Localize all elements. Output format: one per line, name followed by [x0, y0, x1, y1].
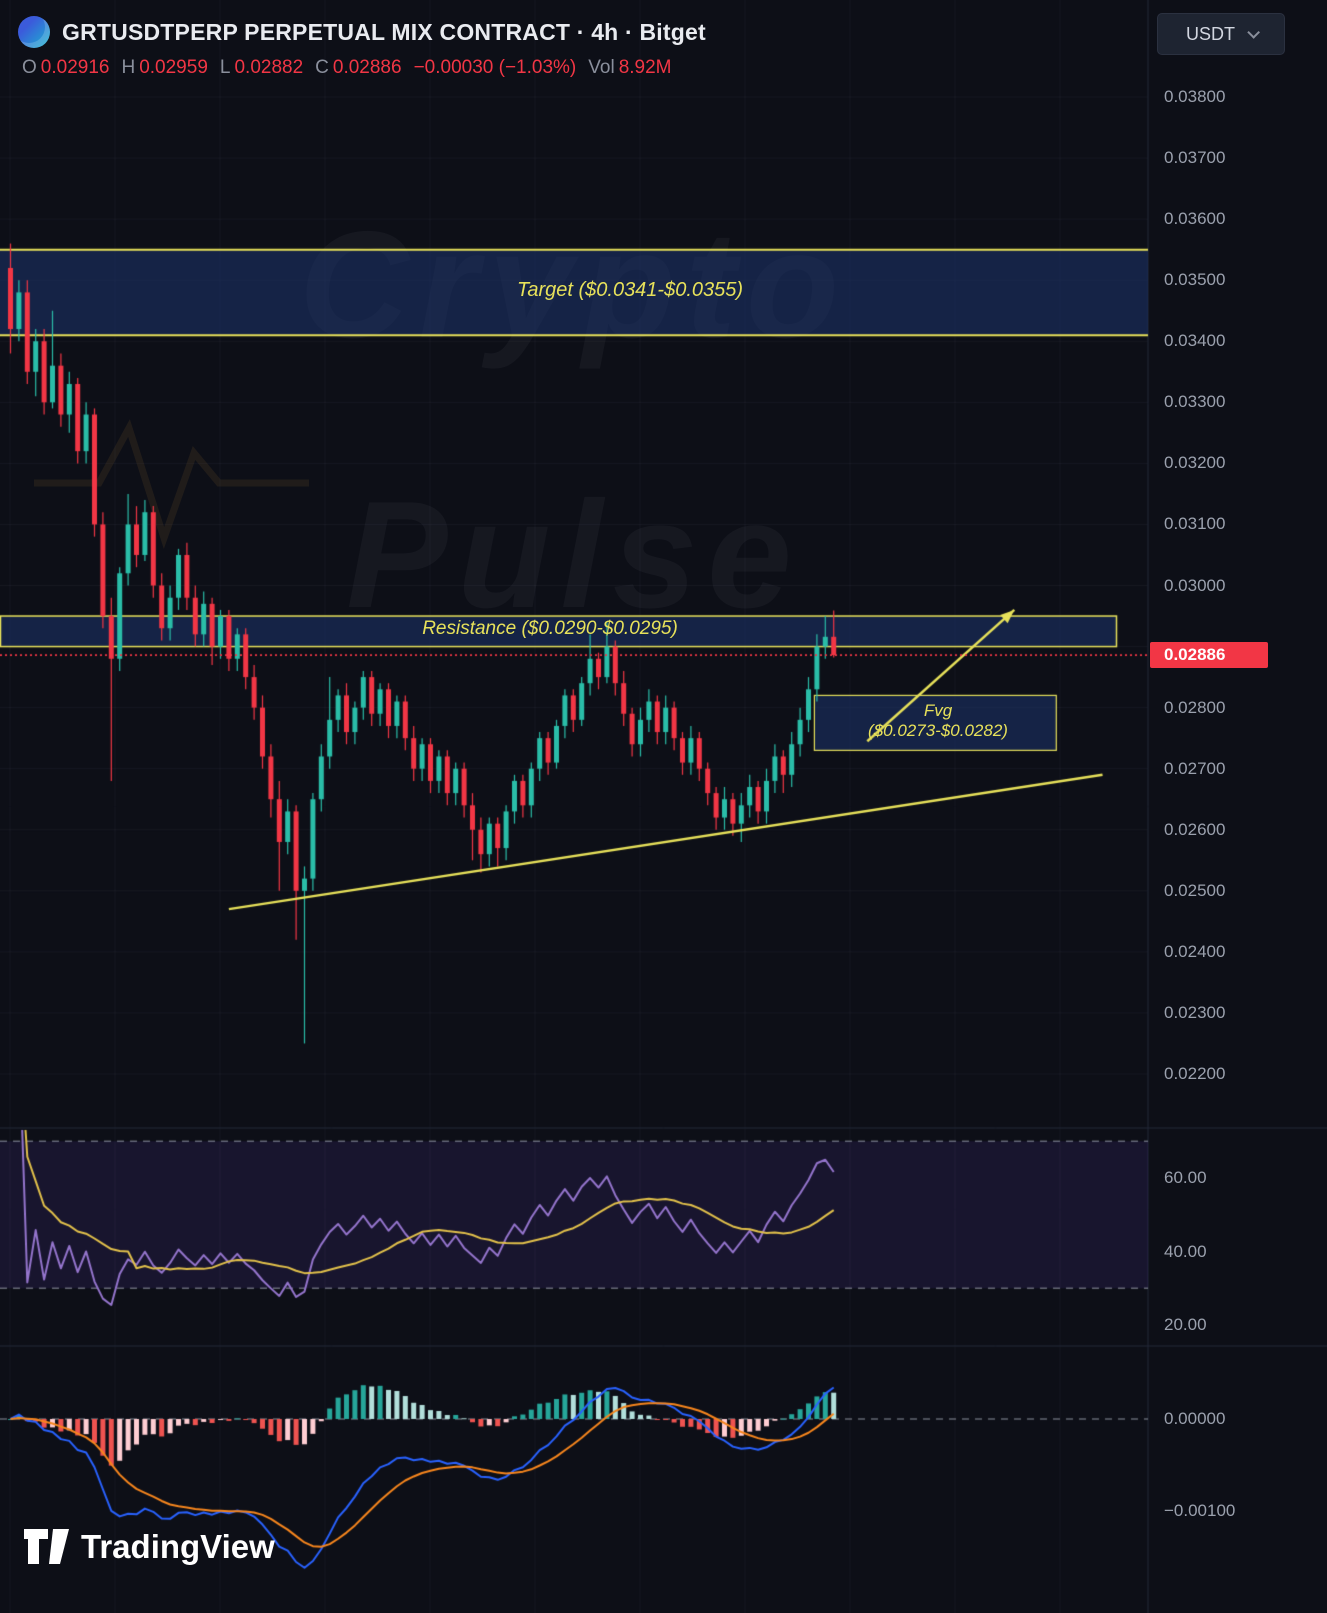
- change-value: −0.00030 (−1.03%): [413, 57, 577, 78]
- price-tick-label: 0.03700: [1164, 148, 1226, 168]
- close-value: 0.02886: [332, 57, 402, 78]
- price-tick-label: 0.03200: [1164, 453, 1226, 473]
- last-price-label: 0.02886: [1150, 642, 1268, 669]
- currency-selector[interactable]: USDT: [1157, 13, 1285, 55]
- high-value: 0.02959: [139, 57, 208, 78]
- ohlc-row: O 0.02916 H 0.02959 L 0.02882 C 0.02886 …: [20, 57, 706, 79]
- tradingview-logo-text: TradingView: [81, 1528, 275, 1565]
- price-tick-label: 0.03000: [1164, 575, 1226, 595]
- price-axis: 0.03800 0.03700 0.03600 0.03500 0.03400 0.033…: [1148, 0, 1327, 1613]
- low-label: L: [219, 57, 231, 78]
- volume-label: Vol: [588, 57, 615, 78]
- price-tick-label: 0.03600: [1164, 209, 1226, 229]
- open-label: O: [22, 57, 37, 78]
- macd-tick-label: −0.00100: [1164, 1501, 1236, 1520]
- price-tick-label: 0.02300: [1164, 1002, 1226, 1022]
- price-tick-label: 0.03300: [1164, 392, 1226, 412]
- symbol-title-row: GRTUSDTPERP PERPETUAL MIX CONTRACT · 4h …: [18, 16, 706, 48]
- fvg-zone-label: Fvg ($0.0273-$0.0282): [868, 701, 1008, 741]
- price-tick-label: 0.02400: [1164, 941, 1226, 961]
- price-tick-label: 0.02700: [1164, 758, 1226, 778]
- volume-value: 8.92M: [618, 57, 672, 78]
- price-tick-label: 0.03800: [1164, 87, 1226, 106]
- symbol-title: GRTUSDTPERP PERPETUAL MIX CONTRACT · 4h …: [62, 18, 706, 45]
- price-tick-label: 0.02800: [1164, 697, 1226, 717]
- resistance-zone-label: Resistance ($0.0290-$0.0295): [422, 618, 678, 639]
- price-tick-label: 0.03100: [1164, 514, 1226, 534]
- chevron-down-icon: [1247, 25, 1260, 39]
- low-value: 0.02882: [234, 57, 304, 78]
- price-tick-label: 0.02500: [1164, 880, 1226, 900]
- price-tick-label: 0.02600: [1164, 819, 1226, 839]
- tradingview-logo[interactable]: TradingView: [24, 1528, 275, 1566]
- close-label: C: [315, 57, 329, 78]
- fvg-zone-label-line1: Fvg: [923, 701, 953, 720]
- price-tick-label: 0.03400: [1164, 331, 1226, 351]
- fvg-zone-label-line2: ($0.0273-$0.0282): [868, 721, 1008, 740]
- symbol-logo-icon: [18, 16, 50, 48]
- macd-tick-label: 0.00000: [1164, 1409, 1226, 1428]
- currency-selector-label: USDT: [1186, 23, 1235, 44]
- rsi-tick-label: 40.00: [1164, 1241, 1207, 1261]
- chart-header: GRTUSDTPERP PERPETUAL MIX CONTRACT · 4h …: [18, 16, 706, 79]
- price-tick-label: 0.03500: [1164, 270, 1226, 290]
- open-value: 0.02916: [40, 57, 110, 78]
- tradingview-logo-icon: [24, 1529, 69, 1564]
- rsi-tick-label: 20.00: [1164, 1315, 1207, 1334]
- rsi-tick-label: 60.00: [1164, 1168, 1207, 1187]
- high-label: H: [121, 57, 136, 78]
- price-tick-label: 0.02200: [1164, 1064, 1226, 1083]
- target-zone-label: Target ($0.0341-$0.0355): [516, 279, 744, 301]
